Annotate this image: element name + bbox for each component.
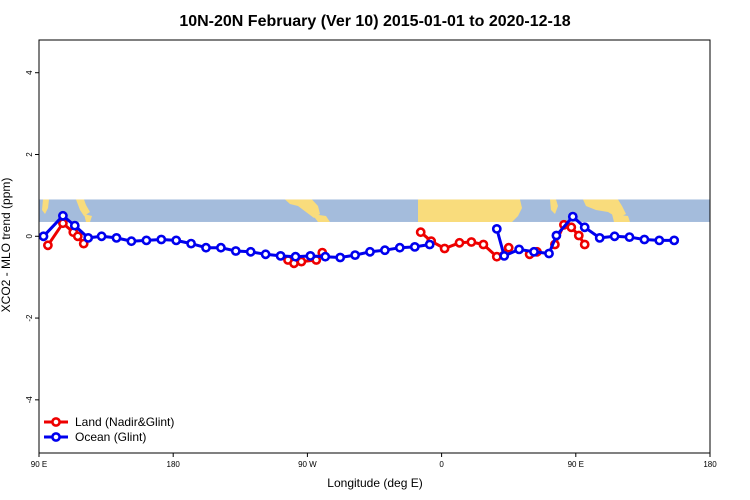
y-axis-label: XCO2 - MLO trend (ppm) (0, 178, 13, 313)
data-point (83, 232, 94, 243)
map-land-4 (285, 199, 320, 218)
data-point (335, 252, 346, 263)
data-point (201, 242, 211, 253)
data-point (579, 222, 590, 233)
x-axis: 90 E 180 90 W 0 90 E 180 (31, 453, 717, 469)
data-point (567, 211, 578, 222)
data-point (245, 246, 256, 257)
data-point (275, 250, 286, 261)
x-tick-label: 90 E (31, 460, 47, 469)
data-point (296, 256, 307, 267)
data-point (478, 239, 489, 250)
y-tick-label: 4 (25, 70, 34, 75)
data-point (365, 246, 375, 257)
x-tick-label: 0 (439, 460, 444, 469)
map-land-7 (550, 199, 558, 214)
data-point (409, 241, 420, 252)
legend-marker (51, 432, 61, 442)
data-point (320, 251, 331, 262)
data-point (499, 250, 510, 261)
x-tick-label: 180 (167, 460, 181, 469)
data-point (454, 237, 465, 248)
x-tick-label: 90 W (298, 460, 317, 469)
plot-frame (38, 39, 711, 454)
data-point (43, 240, 53, 251)
x-tick-label: 180 (703, 460, 717, 469)
map-land-2 (76, 199, 90, 216)
data-point (466, 237, 477, 247)
map-land-9 (612, 214, 630, 222)
data-point (573, 230, 584, 241)
map-land-1 (42, 199, 49, 214)
data-point (624, 232, 635, 242)
map-land-6 (418, 199, 522, 222)
data-point (551, 230, 562, 241)
data-point (215, 242, 226, 253)
series-2 (38, 210, 680, 263)
x-tick-label: 90 E (568, 460, 584, 469)
data-point (669, 235, 680, 246)
data-point (491, 251, 502, 262)
map-land-5 (312, 214, 330, 222)
data-point (38, 231, 49, 242)
data-point (111, 232, 122, 243)
data-point (171, 235, 182, 246)
data-point (96, 231, 107, 242)
data-point (394, 242, 405, 253)
data-point (609, 231, 620, 242)
data-point (379, 245, 390, 256)
legend-entry: Ocean (Glint) (75, 430, 146, 444)
data-point (579, 239, 590, 250)
chart-title: 10N-20N February (Ver 10) 2015-01-01 to … (179, 13, 570, 30)
data-point (566, 222, 577, 233)
legend-marker (51, 417, 61, 427)
data-point (350, 250, 360, 260)
legend-entry: Land (Nadir&Glint) (75, 415, 174, 429)
y-tick-label: -2 (25, 314, 34, 322)
y-tick-label: -4 (25, 396, 34, 404)
data-point (58, 210, 68, 221)
legend: Land (Nadir&Glint)Ocean (Glint) (44, 415, 174, 444)
data-point (126, 236, 137, 247)
data-point (514, 244, 524, 255)
world-map-strip (39, 199, 710, 222)
data-point (69, 220, 80, 231)
data-point (594, 232, 605, 243)
data-point (439, 243, 450, 254)
map-land-8 (583, 199, 626, 218)
series-layer (38, 210, 680, 269)
data-point (503, 242, 514, 253)
data-point (230, 246, 241, 256)
data-point (186, 238, 196, 249)
data-point (290, 251, 301, 262)
data-point (305, 250, 316, 261)
data-point (544, 248, 554, 259)
data-point (72, 231, 83, 242)
x-axis-label: Longitude (deg E) (327, 476, 422, 490)
data-point (415, 227, 426, 238)
data-point (424, 239, 435, 250)
data-point (529, 246, 539, 257)
y-tick-label: 2 (25, 152, 34, 157)
data-point (156, 234, 167, 245)
map-land-3 (84, 214, 92, 222)
data-point (141, 235, 152, 246)
y-axis: 4 2 0 -2 -4 (25, 70, 39, 403)
data-point (491, 223, 502, 234)
data-point (654, 235, 665, 246)
data-point (260, 249, 271, 260)
map-ocean (39, 199, 710, 222)
data-point (639, 234, 650, 245)
y-tick-label: 0 (25, 234, 34, 239)
